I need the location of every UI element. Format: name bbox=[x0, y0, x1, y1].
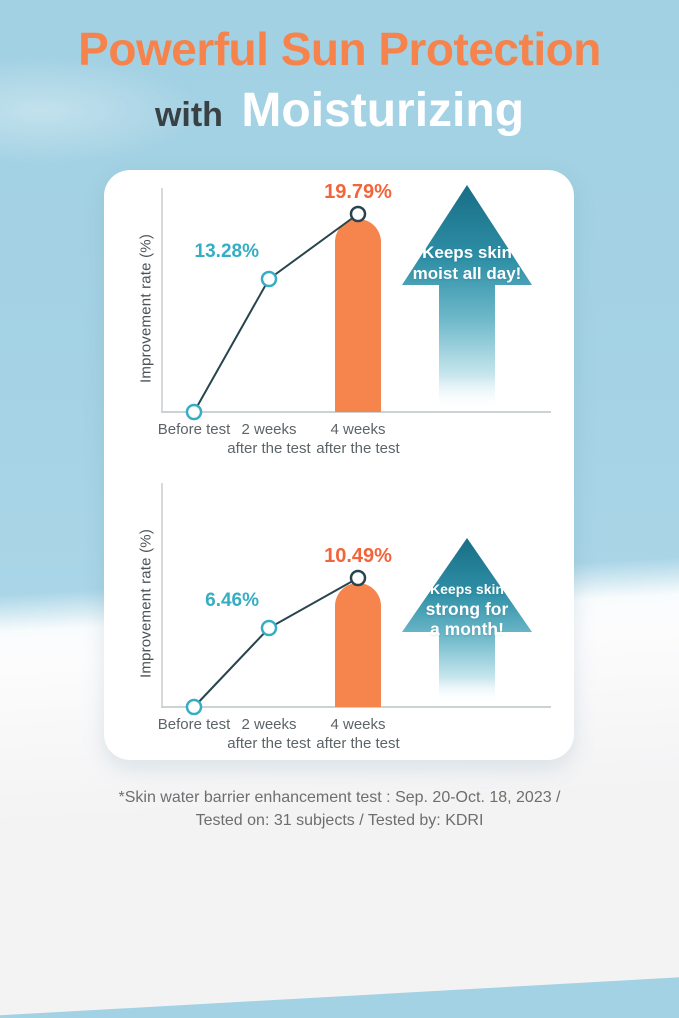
value-label-4weeks: 19.79% bbox=[324, 181, 392, 203]
tick-2weeks: 2 weeks after the test bbox=[227, 421, 311, 457]
test-footnote: *Skin water barrier enhancement test : S… bbox=[0, 786, 679, 832]
point-4weeks bbox=[349, 205, 367, 223]
tick-4weeks: 4 weeks after the test bbox=[316, 716, 400, 752]
chart-moisture: Improvement rate (%) 13.28% 19.79% bbox=[104, 170, 574, 465]
tick-before-test: Before test bbox=[157, 716, 231, 733]
value-label-4weeks: 10.49% bbox=[324, 545, 392, 567]
moisture-line-chart bbox=[161, 185, 551, 421]
bar-4weeks bbox=[335, 219, 381, 412]
point-4weeks bbox=[349, 569, 367, 587]
point-before-test bbox=[185, 403, 203, 421]
footnote-line2: Tested on: 31 subjects / Tested by: KDRI bbox=[195, 812, 484, 829]
title-main: Powerful Sun Protection bbox=[78, 23, 601, 75]
upward-arrow-icon bbox=[402, 185, 532, 410]
point-before-test bbox=[185, 698, 203, 716]
title-sub-highlight: Moisturizing bbox=[241, 83, 525, 137]
footnote-line1: *Skin water barrier enhancement test : S… bbox=[118, 789, 561, 806]
value-label-2weeks: 6.46% bbox=[205, 590, 259, 611]
tick-2weeks: 2 weeks after the test bbox=[227, 716, 311, 752]
page-title: Powerful Sun Protection with Moisturizin… bbox=[0, 0, 679, 148]
tick-4weeks: 4 weeks after the test bbox=[316, 421, 400, 457]
bar-4weeks bbox=[335, 583, 381, 707]
tick-before-test: Before test bbox=[157, 421, 231, 438]
point-2weeks bbox=[260, 619, 278, 637]
point-2weeks bbox=[260, 270, 278, 288]
arrow-annotation: Keeps skin strong for a month! bbox=[425, 581, 509, 639]
upward-arrow-icon bbox=[402, 538, 532, 703]
title-sub: with Moisturizing bbox=[0, 83, 679, 148]
arrow-annotation: Keeps skin moist all day! bbox=[412, 243, 522, 283]
chart-barrier: Improvement rate (%) 6.46% 10.49% bbox=[104, 465, 574, 760]
barrier-line-chart bbox=[161, 483, 551, 716]
value-label-2weeks: 13.28% bbox=[194, 241, 259, 262]
results-card: Improvement rate (%) 13.28% 19.79% bbox=[104, 170, 574, 760]
title-sub-prefix: with bbox=[154, 95, 223, 134]
